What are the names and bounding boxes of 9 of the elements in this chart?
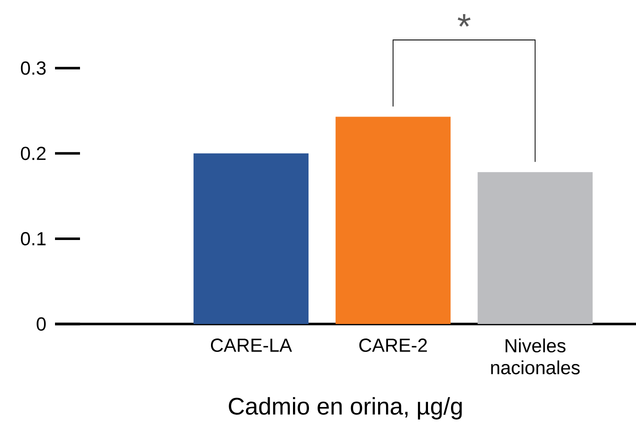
y-tick-label: 0.2: [20, 146, 46, 160]
x-tick-label: Niveles nacionales: [491, 338, 580, 374]
y-tick-label: 0: [36, 317, 46, 331]
y-tick-label: 0.1: [20, 232, 46, 246]
text: *: [458, 14, 471, 27]
y-tick-label: 0.3: [20, 61, 46, 75]
x-tick-label: CARE-2: [359, 338, 427, 352]
x-tick-label: CARE-LA: [210, 338, 292, 352]
x-axis-title: Cadmio en orina, µg/g: [228, 397, 462, 420]
